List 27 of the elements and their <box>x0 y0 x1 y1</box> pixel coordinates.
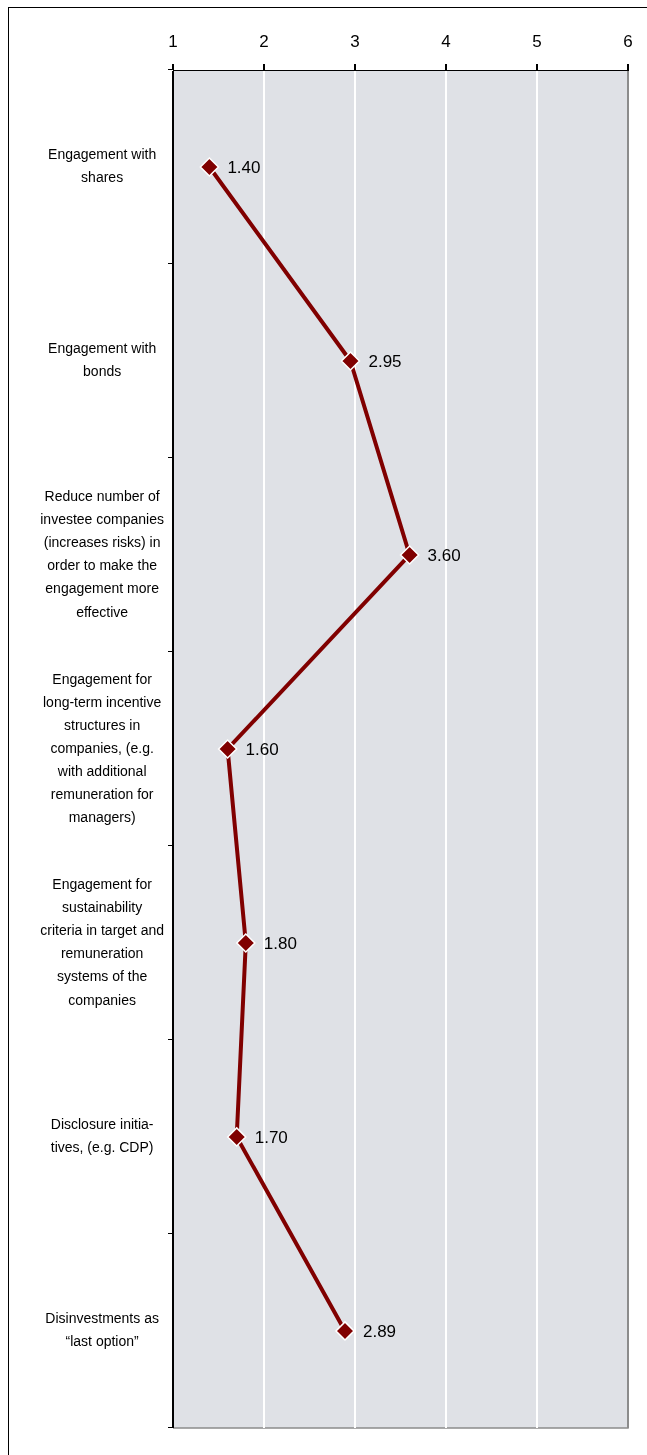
x-tick-label: 4 <box>441 32 451 52</box>
point <box>199 157 220 177</box>
data-label: 1.60 <box>245 739 279 759</box>
point <box>226 1127 247 1147</box>
data-label: 3.60 <box>427 545 461 565</box>
data-label: 1.40 <box>227 157 261 177</box>
y-tick-label: Disclosure initia- tives, (e.g. CDP) <box>50 1116 154 1156</box>
data-label: 1.80 <box>263 933 297 953</box>
x-tick-label: 2 <box>259 32 269 52</box>
point <box>340 351 361 371</box>
point <box>335 1321 355 1341</box>
point <box>399 545 420 565</box>
y-tick-label: Engagement for sustainability criteria in target and remuneration systems of the companies <box>40 876 164 1008</box>
y-tick-label: Engagement for long-term incentive structures in companies, (e.g. with additional remuneration for managers) <box>42 670 162 826</box>
y-tick-label: Engagement with shares <box>48 146 157 186</box>
x-tick-label: 5 <box>532 32 542 52</box>
data-label: 1.70 <box>254 1127 288 1147</box>
y-tick-label: Disinvestments as “last option” <box>45 1310 159 1350</box>
y-tick-label: Reduce number of investee companies (increases risks) in order to make the engagement more effective <box>40 488 165 620</box>
point <box>236 933 256 953</box>
data-label: 2.95 <box>368 351 402 371</box>
x-tick-label: 3 <box>350 32 360 52</box>
x-tick-label: 6 <box>623 32 633 52</box>
point <box>217 739 238 759</box>
x-tick-label: 1 <box>168 32 178 52</box>
y-tick-label: Engagement with bonds <box>48 340 157 380</box>
data-label: 2.89 <box>362 1321 397 1341</box>
